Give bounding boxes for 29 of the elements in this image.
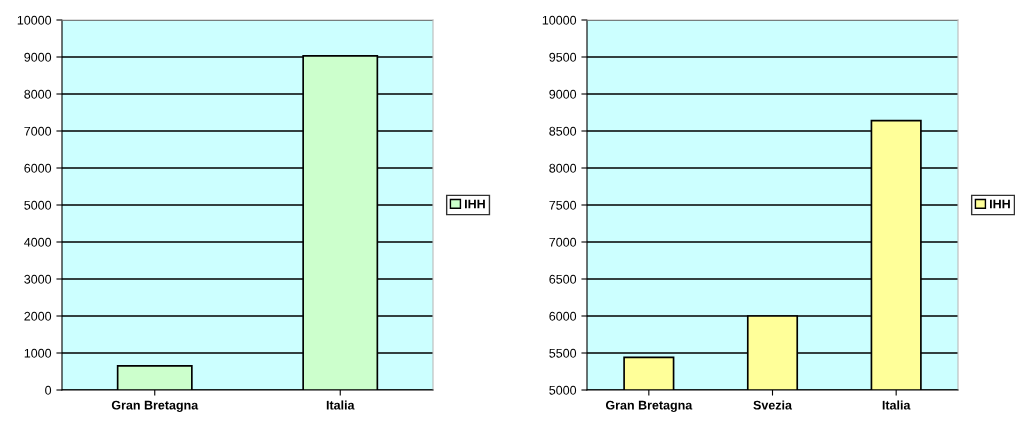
y-tick-label: 8000 (549, 163, 577, 173)
x-tick-label: Gran Bretagna (111, 400, 199, 413)
y-tick-label: 0 (45, 385, 52, 395)
x-tick-label: Svezia (753, 400, 793, 410)
y-tick-label: 10000 (17, 15, 52, 25)
y-tick-label: 6000 (549, 311, 577, 321)
y-tick-label: 8500 (549, 126, 577, 136)
y-tick-label: 9500 (549, 52, 577, 62)
y-tick-label: 5500 (549, 348, 577, 358)
y-tick-label: 6000 (24, 163, 52, 173)
x-tick-label: Italia (882, 400, 911, 410)
y-tick-label: 10000 (542, 15, 577, 25)
legend-label: IHH (465, 199, 485, 209)
y-tick-label: 1000 (24, 348, 52, 358)
y-tick-label: 6500 (549, 274, 577, 284)
y-tick-label: 7000 (24, 126, 52, 136)
y-tick-label: 5000 (24, 200, 52, 210)
y-tick-label: 9000 (549, 89, 577, 99)
x-tick-label: Gran Bretagna (605, 400, 693, 413)
y-tick-label: 9000 (24, 52, 52, 62)
y-tick-label: 7500 (549, 200, 577, 210)
legend-label: IHH (990, 199, 1010, 209)
y-tick-label: 7000 (549, 237, 577, 247)
x-tick-label: Italia (326, 400, 355, 410)
y-tick-label: 8000 (24, 89, 52, 99)
y-tick-label: 5000 (549, 385, 577, 395)
y-tick-label: 4000 (24, 237, 52, 247)
y-tick-label: 3000 (24, 274, 52, 284)
y-tick-label: 2000 (24, 311, 52, 321)
